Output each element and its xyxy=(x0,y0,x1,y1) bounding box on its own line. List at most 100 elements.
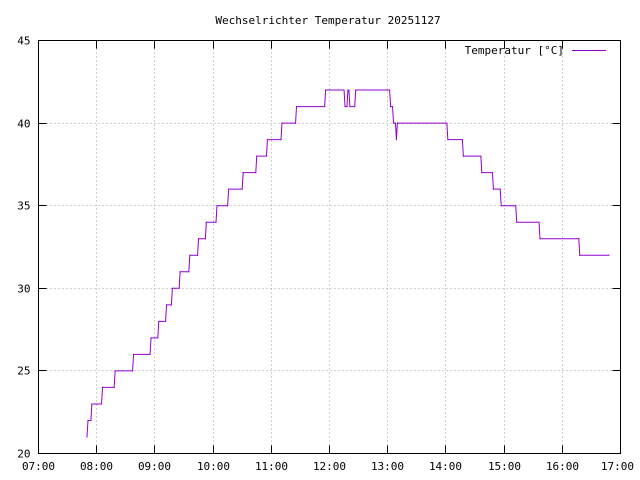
x-tick-label: 11:00 xyxy=(255,460,288,473)
data-point xyxy=(255,172,257,174)
data-point xyxy=(492,188,495,190)
data-point xyxy=(132,353,135,355)
data-point xyxy=(499,188,501,190)
x-tick-label: 14:00 xyxy=(429,460,462,473)
data-point xyxy=(355,89,357,91)
data-point xyxy=(227,205,229,207)
data-point xyxy=(87,419,89,422)
data-point xyxy=(100,403,103,405)
data-point xyxy=(579,254,581,256)
data-point xyxy=(215,221,217,223)
data-point xyxy=(165,304,168,306)
data-point xyxy=(149,353,151,355)
series-points xyxy=(86,89,610,438)
data-point xyxy=(241,188,243,190)
data-point xyxy=(114,370,116,372)
data-point xyxy=(347,89,349,91)
grid-lines xyxy=(38,40,621,454)
data-point xyxy=(578,238,580,240)
data-point xyxy=(164,320,167,322)
data-point xyxy=(265,155,268,157)
x-tick-label: 07:00 xyxy=(22,460,55,473)
data-point xyxy=(113,386,115,389)
data-point xyxy=(539,238,541,240)
plot-border xyxy=(38,40,621,454)
data-point xyxy=(349,105,351,108)
data-point xyxy=(515,205,517,207)
data-point xyxy=(516,221,518,223)
data-point xyxy=(481,172,483,174)
y-tick-label: 20 xyxy=(17,448,30,461)
data-point xyxy=(396,122,398,124)
data-point xyxy=(281,122,283,124)
data-point xyxy=(205,221,207,223)
x-tick-label: 12:00 xyxy=(313,460,346,473)
data-point xyxy=(157,337,159,339)
data-point xyxy=(101,386,104,389)
data-point xyxy=(179,271,181,273)
x-tick-label: 15:00 xyxy=(488,460,521,473)
y-tick-label: 30 xyxy=(17,283,30,296)
legend: Temperatur [°C] xyxy=(465,44,606,57)
data-point xyxy=(491,172,494,174)
data-point xyxy=(447,139,449,141)
data-point xyxy=(346,105,348,108)
data-point xyxy=(91,403,93,405)
data-point xyxy=(86,436,88,438)
data-point xyxy=(242,172,244,174)
y-tick-label: 35 xyxy=(17,200,30,213)
data-point xyxy=(348,89,350,91)
data-point xyxy=(480,155,482,157)
data-point xyxy=(394,122,397,124)
data-point xyxy=(461,139,463,141)
chart-title: Wechselrichter Temperatur 20251127 xyxy=(215,14,440,27)
data-point xyxy=(344,105,346,108)
data-point xyxy=(228,188,230,190)
data-point xyxy=(391,105,394,108)
data-point xyxy=(389,89,391,91)
data-point xyxy=(196,254,199,256)
data-point xyxy=(216,205,218,207)
x-tick-label: 13:00 xyxy=(371,460,404,473)
data-point xyxy=(395,139,398,141)
data-point xyxy=(204,238,206,240)
data-point xyxy=(462,155,464,157)
data-point xyxy=(178,287,180,289)
data-point xyxy=(295,105,298,108)
x-tick-label: 09:00 xyxy=(138,460,171,473)
series-line xyxy=(86,89,609,438)
data-point xyxy=(500,205,502,207)
data-point xyxy=(294,122,297,124)
data-point xyxy=(325,89,327,91)
data-point xyxy=(343,89,345,91)
y-tick-label: 25 xyxy=(17,365,30,378)
legend-label: Temperatur [°C] xyxy=(465,44,564,57)
data-point xyxy=(280,139,282,141)
x-tick-label: 17:00 xyxy=(601,460,634,473)
x-tick-label: 08:00 xyxy=(80,460,113,473)
data-point xyxy=(188,271,190,273)
data-point xyxy=(170,304,172,306)
data-point xyxy=(608,254,610,256)
data-point xyxy=(197,238,200,240)
data-point xyxy=(131,370,134,372)
data-point xyxy=(538,221,540,223)
data-point xyxy=(189,254,191,256)
y-tick-label: 40 xyxy=(17,118,30,131)
data-point xyxy=(392,122,395,124)
x-tick-label: 16:00 xyxy=(546,460,579,473)
data-point xyxy=(354,105,356,108)
data-point xyxy=(390,105,392,108)
data-point xyxy=(446,122,448,124)
axis-ticks: 20 25 30 35 40 45 07:00 08:00 09:00 10:00 11:00 12:… xyxy=(17,35,634,474)
data-point xyxy=(171,287,173,289)
data-point xyxy=(150,337,152,339)
y-tick-label: 45 xyxy=(17,35,30,48)
data-point xyxy=(256,155,258,157)
data-point xyxy=(266,139,269,141)
data-point xyxy=(158,320,160,322)
series-layer xyxy=(86,89,610,438)
data-point xyxy=(90,419,92,422)
x-tick-label: 10:00 xyxy=(197,460,230,473)
